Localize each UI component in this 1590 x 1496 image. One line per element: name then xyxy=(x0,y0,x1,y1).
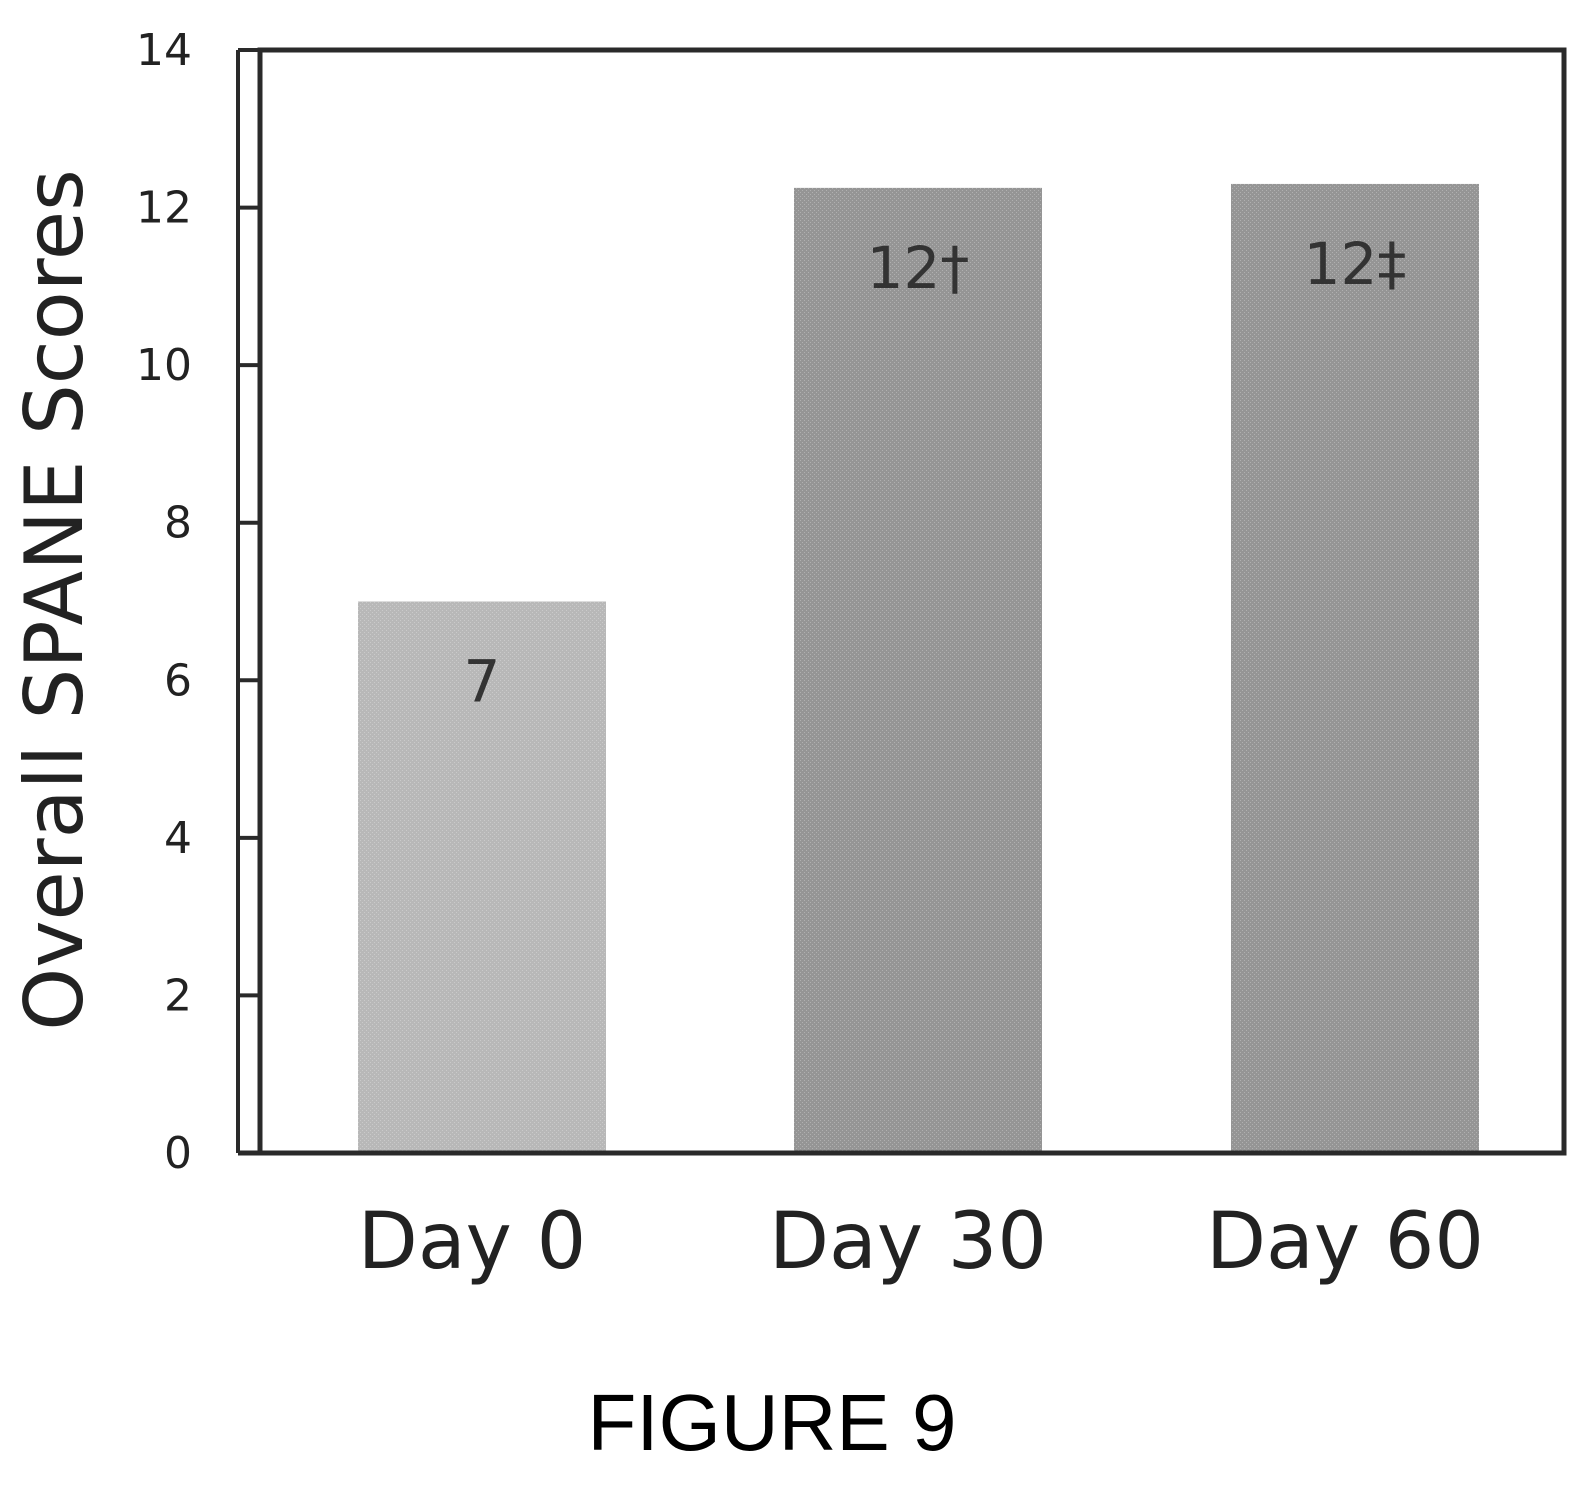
bar-data-label: 7 xyxy=(464,648,501,716)
y-axis-ticks: 0 2 4 6 8 10 12 14 xyxy=(136,25,262,1179)
y-tick-label: 10 xyxy=(136,340,192,391)
y-tick-label: 8 xyxy=(164,498,192,549)
figure-caption: FIGURE 9 xyxy=(588,1378,957,1467)
x-category-label: Day 30 xyxy=(769,1197,1047,1287)
y-tick-label: 12 xyxy=(136,183,192,234)
y-tick-label: 0 xyxy=(164,1128,192,1179)
y-tick-label: 4 xyxy=(164,813,192,864)
x-axis-labels: Day 0 Day 30 Day 60 xyxy=(358,1197,1484,1287)
x-category-label: Day 60 xyxy=(1206,1197,1484,1287)
bar-data-label: 12† xyxy=(867,234,970,302)
data-labels-group: 7 12† 12‡ xyxy=(464,230,1407,716)
bar-texture xyxy=(1231,183,1479,1153)
y-tick-label: 14 xyxy=(136,25,192,76)
y-tick-label: 2 xyxy=(164,970,192,1021)
y-tick-label: 6 xyxy=(164,655,192,706)
y-axis-title: Overall SPANE Scores xyxy=(8,169,101,1031)
bar-data-label: 12‡ xyxy=(1304,230,1407,298)
x-category-label: Day 0 xyxy=(358,1197,586,1287)
bar-texture xyxy=(794,187,1042,1153)
bars-group xyxy=(358,183,1479,1153)
bar-texture xyxy=(358,601,606,1153)
